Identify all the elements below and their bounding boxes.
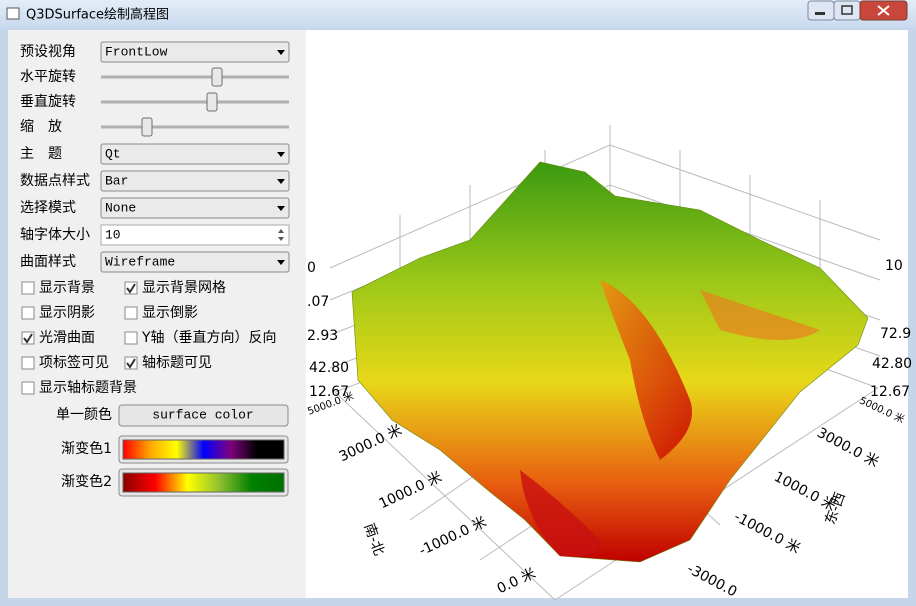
axis-label: 72.9 bbox=[880, 326, 911, 342]
field-label: 水平旋转 bbox=[20, 69, 76, 85]
color-label: 单一颜色 bbox=[56, 406, 112, 423]
combo-arrow bbox=[277, 152, 285, 157]
surface-valley bbox=[600, 280, 692, 460]
button-text: surface color bbox=[152, 407, 253, 422]
maximize-button[interactable] bbox=[833, 0, 861, 21]
axis-label: 0 bbox=[307, 260, 316, 276]
checkmark bbox=[23, 333, 33, 344]
checkmark bbox=[126, 283, 136, 294]
axis-label: .07 bbox=[307, 294, 329, 310]
checkbox[interactable] bbox=[21, 306, 35, 320]
combo-value: FrontLow bbox=[105, 44, 168, 59]
color-label: 渐变色1 bbox=[61, 440, 112, 457]
checkbox-label: 光滑曲面 bbox=[39, 329, 95, 346]
color-button[interactable] bbox=[118, 404, 289, 427]
combo-arrow bbox=[277, 50, 285, 55]
axis-label: 12.67 bbox=[870, 384, 910, 400]
window-title: Q3DSurface绘制高程图 bbox=[26, 7, 169, 23]
checkbox-label: 显示倒影 bbox=[142, 305, 198, 321]
checkbox-label: 显示轴标题背景 bbox=[39, 380, 137, 396]
checkbox[interactable] bbox=[21, 356, 35, 370]
field-label: 缩 放 bbox=[20, 119, 62, 135]
combo-box[interactable] bbox=[100, 251, 290, 273]
app-icon bbox=[6, 7, 20, 20]
checkbox[interactable] bbox=[124, 331, 138, 345]
combo-arrow bbox=[277, 179, 285, 184]
field-label: 数据点样式 bbox=[20, 173, 90, 189]
combo-box[interactable] bbox=[100, 41, 290, 63]
checkbox-label: 项标签可见 bbox=[39, 354, 109, 371]
color-label: 渐变色2 bbox=[61, 473, 112, 490]
surface bbox=[351, 161, 869, 563]
slider-handle[interactable] bbox=[206, 92, 218, 112]
axis-label: 2.93 bbox=[307, 328, 338, 344]
combo-box[interactable] bbox=[100, 197, 290, 219]
minimize-icon bbox=[815, 12, 825, 15]
axis-label: 42.80 bbox=[309, 360, 349, 376]
surface-valley bbox=[520, 470, 600, 557]
title-bar bbox=[0, 0, 916, 28]
maximize-icon bbox=[841, 5, 853, 15]
axis-label: 10 bbox=[885, 258, 903, 274]
checkbox[interactable] bbox=[21, 281, 35, 295]
combo-arrow bbox=[277, 206, 285, 211]
axis-label: 42.80 bbox=[872, 356, 912, 372]
combo-value: Bar bbox=[105, 173, 128, 188]
axis-label: 12.67 bbox=[309, 384, 349, 400]
combo-value: Qt bbox=[105, 146, 121, 161]
field-label: 曲面样式 bbox=[20, 254, 76, 270]
checkbox[interactable] bbox=[124, 306, 138, 320]
field-label: 选择模式 bbox=[20, 200, 76, 216]
combo-box[interactable] bbox=[100, 143, 290, 165]
spin-value: 10 bbox=[105, 227, 121, 242]
combo-arrow bbox=[277, 260, 285, 265]
combo-value: None bbox=[105, 200, 136, 215]
field-label: 垂直旋转 bbox=[20, 93, 76, 110]
checkbox-label: 显示背景 bbox=[39, 280, 95, 296]
field-label: 轴字体大小 bbox=[20, 227, 90, 243]
checkbox-label: Y轴（垂直方向）反向 bbox=[141, 329, 277, 346]
slider-handle[interactable] bbox=[211, 67, 223, 87]
checkbox-label: 显示阴影 bbox=[39, 305, 95, 321]
combo-box[interactable] bbox=[100, 170, 290, 192]
spin-box[interactable] bbox=[100, 224, 290, 246]
checkbox[interactable] bbox=[21, 381, 35, 395]
spin-arrows[interactable] bbox=[278, 229, 284, 241]
field-label: 主 题 bbox=[20, 146, 62, 162]
surface-slope bbox=[700, 290, 820, 340]
checkbox-label: 显示背景网格 bbox=[142, 280, 226, 296]
gradient-swatch bbox=[122, 472, 285, 493]
checkmark bbox=[126, 358, 136, 369]
minimize-button[interactable] bbox=[807, 0, 835, 21]
checkbox-label: 轴标题可见 bbox=[142, 355, 212, 371]
combo-value: Wireframe bbox=[105, 254, 175, 269]
slider-handle[interactable] bbox=[141, 117, 153, 137]
close-icon bbox=[877, 5, 890, 16]
gradient-swatch bbox=[122, 439, 285, 460]
field-label: 预设视角 bbox=[20, 44, 76, 60]
